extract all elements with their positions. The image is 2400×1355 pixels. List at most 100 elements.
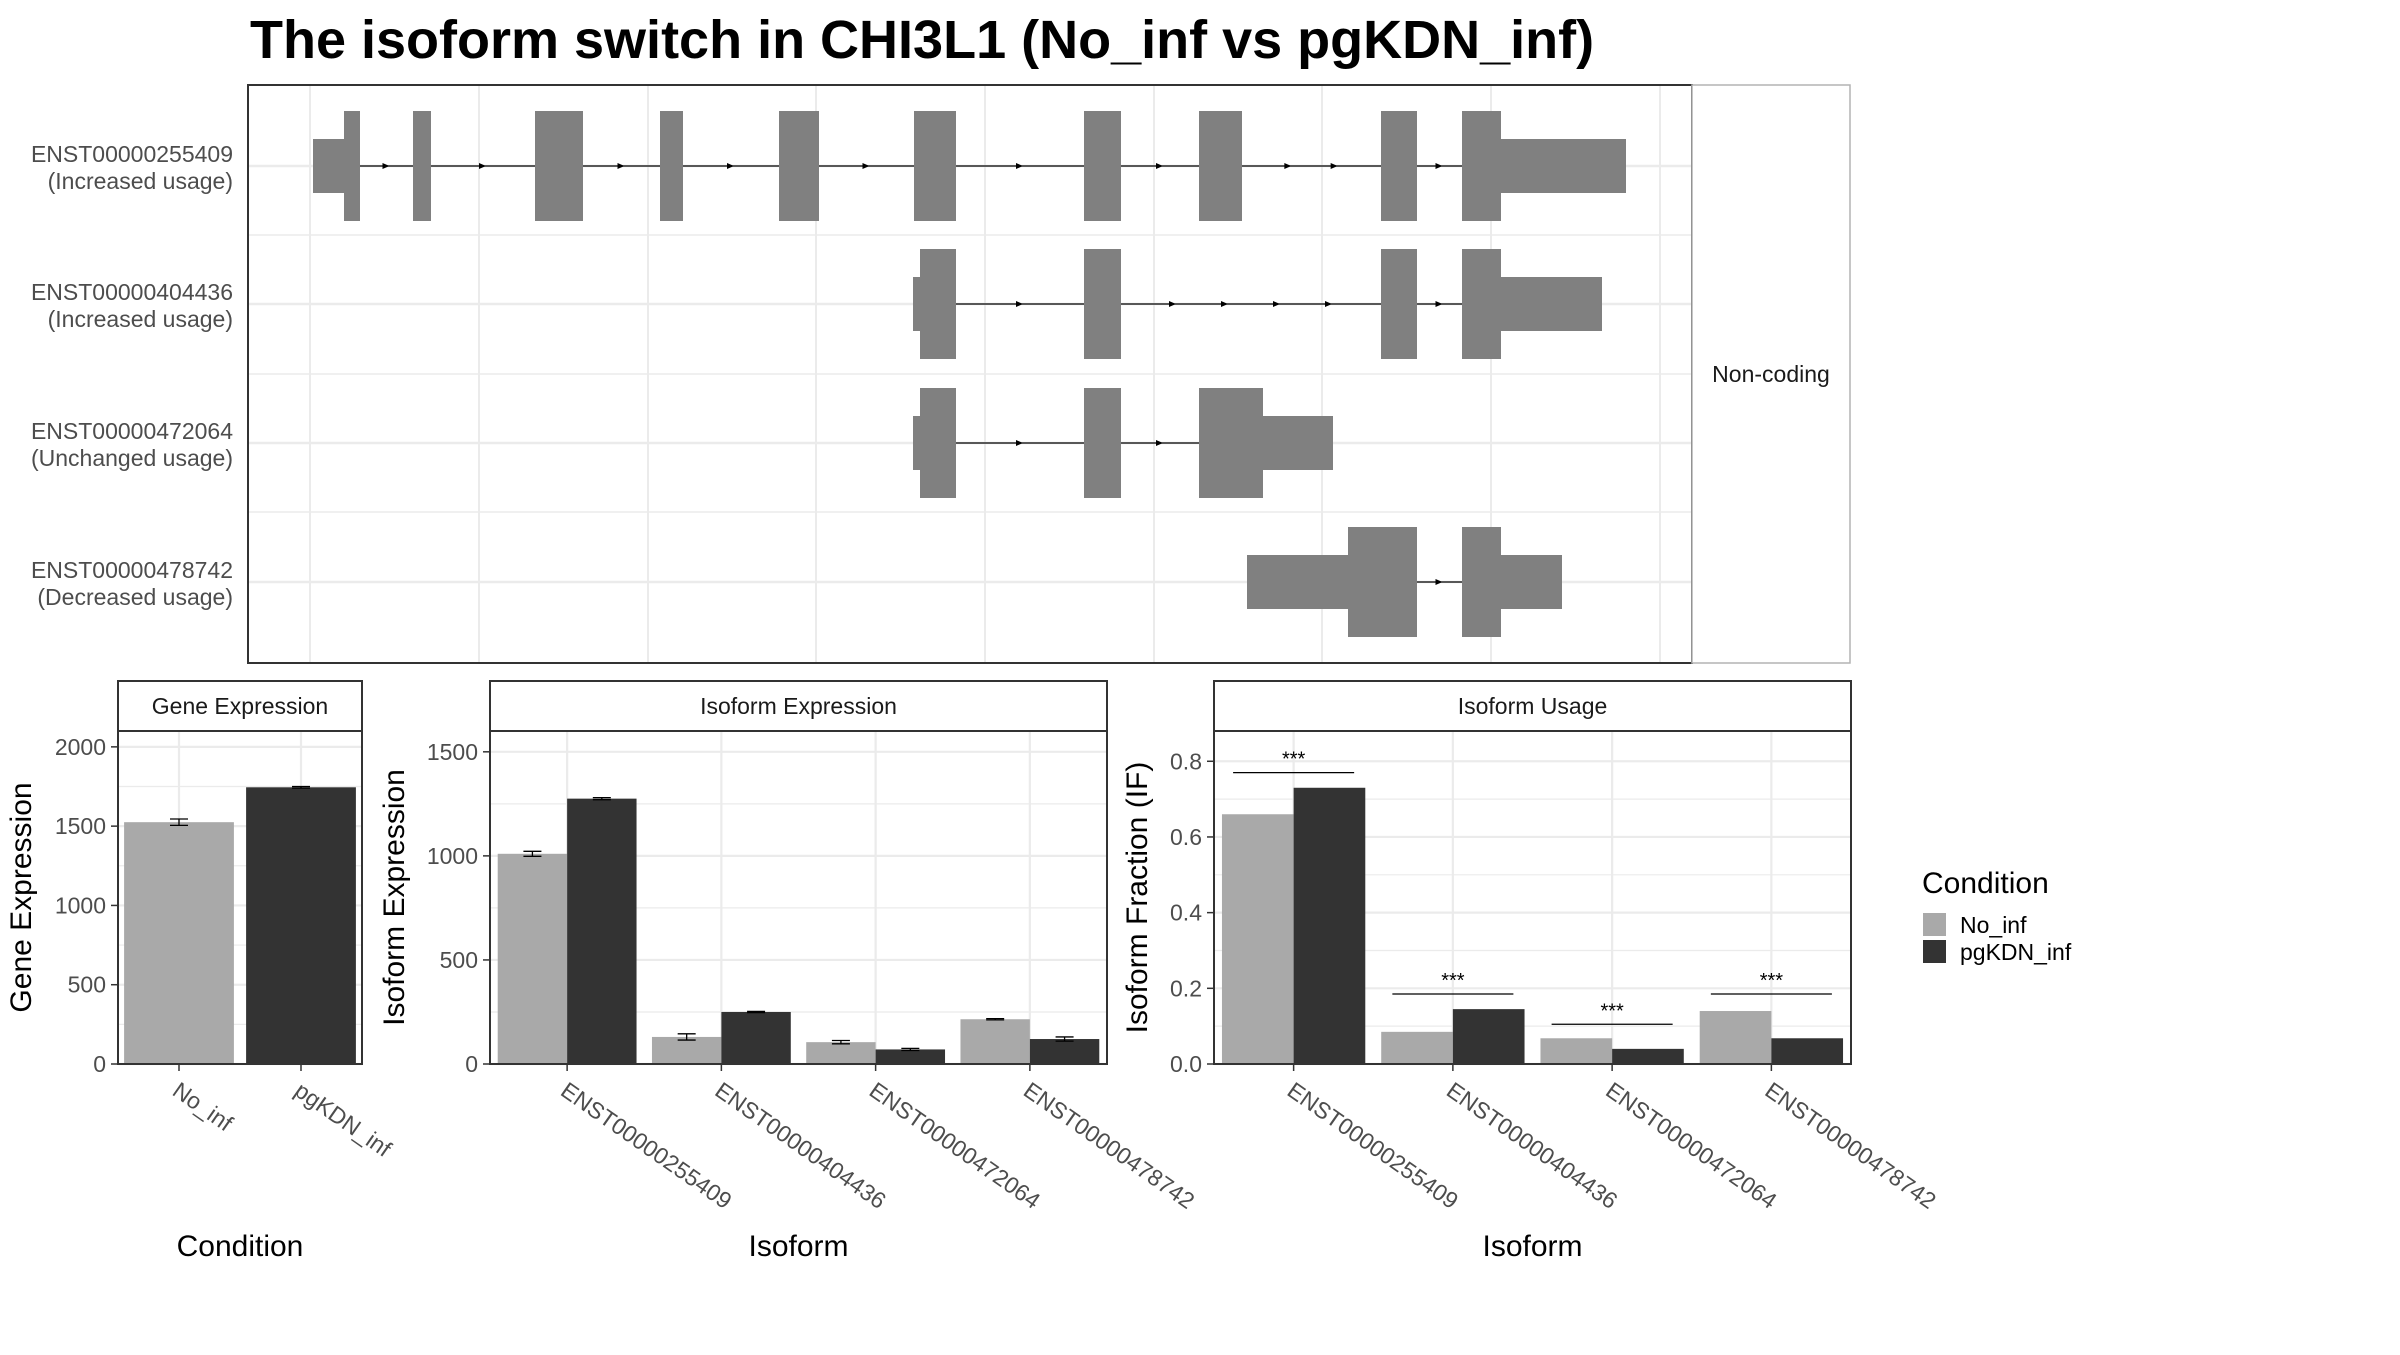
y-tick-label: 0 [465, 1051, 478, 1077]
coding-exon [914, 111, 956, 221]
gene-expression-panel: 0 500 1000 1500 2000 No_inf pgKDN_inf Gene Expr… [5, 680, 397, 1263]
x-tick-label: No_inf [168, 1077, 238, 1137]
x-axis-title: Isoform [748, 1230, 848, 1263]
legend-item-label: No_inf [1960, 912, 2027, 938]
coding-exon [920, 249, 956, 359]
significance-label: *** [1760, 970, 1784, 992]
isoform-label: ENST00000472064 [31, 418, 233, 444]
utr-exon [313, 139, 344, 193]
x-tick-label: ENST00000255409 [1283, 1077, 1463, 1214]
intron-arrow [1016, 301, 1023, 307]
bar [1452, 1009, 1525, 1064]
coding-exon [1462, 249, 1501, 359]
intron-arrow [1016, 163, 1023, 169]
legend-item-label: pgKDN_inf [1960, 939, 2072, 965]
intron-arrow [727, 163, 734, 169]
utr-exon [1501, 277, 1602, 331]
bar [1381, 1031, 1453, 1064]
bar [960, 1019, 1030, 1064]
x-tick-label: ENST00000404436 [711, 1077, 891, 1214]
y-axis-title: Isoform Expression [378, 769, 411, 1026]
utr-exon [913, 277, 920, 331]
y-axis-title: Isoform Fraction (IF) [1121, 762, 1154, 1034]
utr-exon [1501, 139, 1626, 193]
isoform-usage-label: (Increased usage) [48, 306, 233, 332]
y-tick-label: 1000 [55, 892, 106, 918]
isoform-label: ENST00000255409 [31, 141, 233, 167]
isoform-usage-label: (Decreased usage) [37, 584, 233, 610]
intron-arrow [382, 163, 390, 169]
panel-strip-label: Isoform Expression [700, 693, 897, 719]
y-tick-label: 0.2 [1170, 975, 1202, 1001]
utr-exon [1247, 555, 1348, 609]
bar [1771, 1038, 1844, 1064]
isoform-label: ENST00000478742 [31, 557, 233, 583]
y-tick-label: 0.0 [1170, 1051, 1202, 1077]
intron-arrow [1016, 440, 1023, 446]
y-tick-label: 2000 [55, 734, 106, 760]
x-tick-label: ENST00000404436 [1442, 1077, 1622, 1214]
coding-exon [1381, 249, 1417, 359]
y-tick-label: 1000 [427, 843, 478, 869]
intron-arrow [1435, 301, 1443, 307]
coding-exon [344, 111, 360, 221]
x-axis-title: Condition [177, 1230, 304, 1263]
bar [806, 1042, 876, 1064]
isoform-structure-panel: ENST00000255409 (Increased usage) ENST0000… [31, 84, 1851, 664]
legend-swatch [1923, 940, 1946, 963]
x-tick-label: ENST00000472064 [1601, 1077, 1782, 1214]
y-tick-label: 0.6 [1170, 824, 1202, 850]
bar [721, 1011, 791, 1064]
panel-strip-label: Gene Expression [152, 693, 328, 719]
coding-exon [1462, 111, 1501, 221]
significance-label: *** [1282, 749, 1306, 771]
bar [1612, 1048, 1684, 1064]
coding-exon [1381, 111, 1417, 221]
coding-exon [779, 111, 819, 221]
significance-label: *** [1441, 970, 1465, 992]
coding-exon [1199, 111, 1242, 221]
legend-swatch [1923, 913, 1946, 936]
intron-arrow [1221, 301, 1228, 307]
bar [1029, 1039, 1100, 1064]
bar [124, 822, 234, 1064]
bar [1293, 787, 1366, 1064]
coding-exon [1199, 388, 1263, 498]
intron-arrow [617, 163, 625, 169]
intron-arrow [1435, 579, 1443, 585]
coding-exon [1348, 527, 1417, 637]
intron-arrow [1284, 163, 1292, 169]
intron-arrow [1330, 163, 1338, 169]
y-axis-title: Gene Expression [5, 782, 38, 1012]
x-axis-title: Isoform [1482, 1230, 1582, 1263]
intron-arrow [479, 163, 486, 169]
y-tick-label: 500 [440, 947, 478, 973]
x-tick-label: ENST00000255409 [556, 1077, 736, 1214]
intron-arrow [1156, 440, 1163, 446]
isoform-usage-label: (Unchanged usage) [31, 445, 233, 471]
utr-exon [1263, 416, 1333, 470]
y-tick-label: 0.4 [1170, 900, 1202, 926]
intron-arrow [1169, 301, 1176, 307]
coding-exon [413, 111, 431, 221]
coding-exon [660, 111, 683, 221]
isoform-usage-panel: 0.0 0.2 0.4 0.6 0.8 *** ENST00000255409 *** ENST… [1121, 680, 1941, 1263]
panel-strip-label: Isoform Usage [1458, 693, 1608, 719]
intron-arrow [1435, 163, 1443, 169]
x-tick-label: ENST00000472064 [865, 1077, 1046, 1214]
coding-exon [1084, 111, 1121, 221]
y-tick-label: 1500 [55, 813, 106, 839]
utr-exon [1501, 555, 1562, 609]
bar [1540, 1038, 1613, 1064]
bar [246, 787, 356, 1064]
intron-arrow [1273, 301, 1280, 307]
y-tick-label: 0 [93, 1051, 106, 1077]
panel-strip [489, 680, 1108, 732]
intron-arrow [1156, 163, 1163, 169]
bar [567, 798, 637, 1064]
bar [1699, 1011, 1772, 1064]
panel-strip [1213, 680, 1852, 732]
